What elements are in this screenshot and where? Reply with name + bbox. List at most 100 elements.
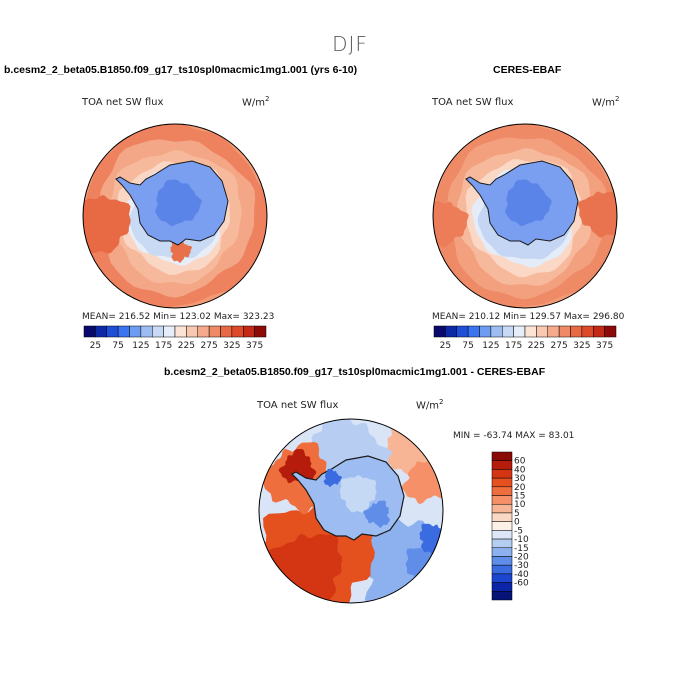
panel3-colorbar-tick-label: 5 bbox=[514, 509, 520, 519]
panel1-field-contour bbox=[155, 179, 202, 227]
panel3-colorbar-tick-label: 60 bbox=[514, 457, 526, 467]
panel1-colorbar-swatch bbox=[243, 325, 255, 338]
panel3-map bbox=[258, 418, 444, 604]
panel1-field-contour bbox=[83, 195, 131, 254]
panel1-colorbar-swatch bbox=[197, 325, 210, 338]
panel3-colorbar-swatch bbox=[491, 556, 513, 566]
panel2-variable: TOA net SW flux bbox=[432, 97, 514, 108]
panel1-colorbar-tick-label: 75 bbox=[112, 341, 123, 351]
panel1-map bbox=[82, 123, 268, 309]
panel2-colorbar-swatch bbox=[467, 325, 480, 338]
panel2-colorbar-tick-label: 25 bbox=[440, 341, 451, 351]
panel2-colorbar-swatch bbox=[445, 325, 457, 338]
panel3-colorbar-tick-label: -60 bbox=[514, 579, 529, 589]
panel3-colorbar-tick-label: 0 bbox=[514, 518, 520, 528]
panel1-colorbar-tick-label: 225 bbox=[178, 341, 195, 351]
panel2-units: W/m2 bbox=[592, 95, 620, 109]
panel1-field-contour bbox=[170, 240, 193, 263]
panel1-stats: MEAN= 216.52 Min= 123.02 Max= 323.23 bbox=[82, 312, 275, 322]
panel2-colorbar-tick-label: 275 bbox=[551, 341, 568, 351]
panel3-colorbar-swatch bbox=[491, 503, 513, 514]
panel2-colorbar-swatch bbox=[502, 325, 514, 338]
panel3-colorbar-tick-label: -40 bbox=[514, 570, 529, 580]
panel2-map bbox=[432, 123, 618, 309]
panel2-colorbar-swatch bbox=[524, 325, 537, 338]
panel3-title: b.cesm2_2_beta05.B1850.f09_g17_ts10spl0m… bbox=[164, 366, 546, 378]
panel3-colorbar-swatch bbox=[491, 573, 513, 583]
panel1-colorbar-swatch bbox=[129, 325, 142, 338]
panel1-title: b.cesm2_2_beta05.B1850.f09_g17_ts10spl0m… bbox=[4, 64, 358, 76]
panel3-field-contour bbox=[405, 546, 443, 594]
panel2-colorbar-tick-label: 225 bbox=[528, 341, 545, 351]
panel2-colorbar-swatch bbox=[558, 325, 571, 338]
panel1-colorbar-swatch bbox=[152, 325, 164, 338]
panel1-units: W/m2 bbox=[242, 95, 270, 109]
panel1-colorbar-tick-label: 25 bbox=[90, 341, 101, 351]
panel1-colorbar-swatch bbox=[117, 325, 130, 338]
panel3-colorbar-swatch bbox=[491, 512, 513, 522]
panel3-field-contour bbox=[363, 500, 390, 528]
panel2-colorbar-swatch bbox=[479, 325, 492, 338]
panel3-colorbar-tick-label: -15 bbox=[514, 544, 529, 554]
panel2-colorbar-swatch bbox=[433, 325, 446, 338]
panel1-colorbar-swatch bbox=[95, 325, 107, 338]
panel3-colorbar-swatch bbox=[491, 591, 513, 601]
panel2-map-border bbox=[432, 123, 618, 309]
panel2-colorbar-tick-label: 75 bbox=[462, 341, 473, 351]
panel3-colorbar-swatch bbox=[491, 495, 513, 505]
panel2-colorbar-swatch bbox=[456, 325, 469, 338]
panel3-map-border bbox=[258, 418, 444, 604]
panel1-colorbar-swatch bbox=[208, 325, 221, 338]
panel1-colorbar-tick-label: 375 bbox=[246, 341, 263, 351]
panel2-colorbar-swatch bbox=[536, 325, 548, 338]
panel1-colorbar-tick-label: 175 bbox=[155, 341, 172, 351]
panel2-colorbar-swatch bbox=[604, 325, 617, 338]
panel1-colorbar-swatch bbox=[174, 325, 187, 338]
panel3-colorbar-tick-label: 15 bbox=[514, 492, 525, 502]
panel1-colorbar: 25 75 125 175 225 275 325 375 bbox=[83, 325, 267, 351]
panel1-colorbar-swatch bbox=[254, 325, 267, 338]
panel3-colorbar-tick-label: 30 bbox=[514, 474, 526, 484]
panel3-colorbar-tick-label: -5 bbox=[514, 526, 523, 536]
panel3-colorbar-swatch bbox=[491, 469, 513, 479]
panel3-colorbar-swatch bbox=[491, 564, 513, 575]
panel2-colorbar-tick-label: 325 bbox=[573, 341, 590, 351]
panel1-colorbar-swatch bbox=[231, 325, 244, 338]
panel3-variable: TOA net SW flux bbox=[257, 400, 339, 411]
panel1-colorbar-swatch bbox=[220, 325, 233, 338]
panel2-colorbar-swatch bbox=[490, 325, 503, 338]
panel3-field-contour bbox=[268, 533, 343, 603]
panel2-colorbar: 25 75 125 175 225 275 325 375 bbox=[433, 325, 617, 351]
panel1-colorbar-tick-label: 125 bbox=[132, 341, 149, 351]
panel3-colorbar-swatch bbox=[491, 460, 513, 470]
panel1-colorbar-swatch bbox=[186, 325, 198, 338]
panel2-stats: MEAN= 210.12 Min= 129.57 Max= 296.80 bbox=[432, 312, 625, 322]
panel3-colorbar-tick-label: 40 bbox=[514, 465, 526, 475]
panel3-colorbar-tick-label: 10 bbox=[514, 500, 526, 510]
panel3-colorbar-swatch bbox=[491, 486, 513, 496]
panel2-title: CERES-EBAF bbox=[493, 64, 562, 76]
panel2-colorbar-swatch bbox=[570, 325, 583, 338]
panel3-field-contour bbox=[278, 449, 317, 485]
panel3-colorbar-swatch bbox=[491, 582, 513, 592]
panel1-colorbar-tick-label: 325 bbox=[223, 341, 240, 351]
panel3-colorbar-swatch bbox=[491, 477, 513, 488]
panel3-colorbar-swatch bbox=[491, 521, 513, 531]
panel2-colorbar-tick-label: 125 bbox=[482, 341, 499, 351]
panel3-colorbar-tick-label: -30 bbox=[514, 561, 529, 571]
panel1-colorbar-swatch bbox=[83, 325, 96, 338]
panel2-colorbar-swatch bbox=[581, 325, 594, 338]
panel2-colorbar-swatch bbox=[593, 325, 605, 338]
panel2-field-contour bbox=[505, 179, 552, 227]
panel2-field-contour bbox=[577, 191, 617, 238]
panel3-colorbar-swatch bbox=[491, 547, 513, 557]
panel1-colorbar-swatch bbox=[163, 325, 176, 338]
panel3-colorbar-swatch bbox=[491, 530, 513, 540]
panel2-colorbar-tick-label: 375 bbox=[596, 341, 613, 351]
panel1-colorbar-tick-label: 275 bbox=[201, 341, 218, 351]
panel2-colorbar-swatch bbox=[547, 325, 560, 338]
panel3-units: W/m2 bbox=[416, 398, 444, 412]
panel3-stats: MIN = -63.74 MAX = 83.01 bbox=[453, 431, 575, 441]
panel3-colorbar-swatch bbox=[491, 451, 513, 461]
